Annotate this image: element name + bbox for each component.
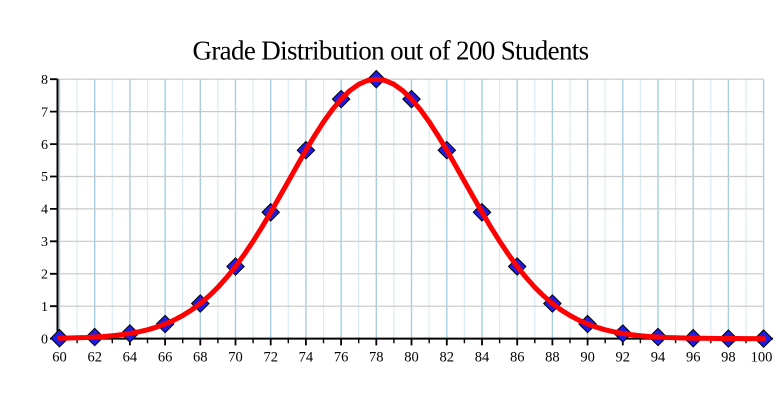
svg-text:60: 60 [52, 349, 67, 365]
svg-text:86: 86 [510, 349, 525, 365]
svg-text:70: 70 [228, 349, 243, 365]
svg-text:78: 78 [369, 349, 384, 365]
svg-text:5: 5 [41, 170, 48, 185]
svg-text:1: 1 [41, 300, 48, 315]
svg-text:8: 8 [41, 73, 48, 88]
svg-text:2: 2 [41, 267, 48, 282]
svg-text:100: 100 [751, 349, 773, 365]
svg-text:7: 7 [41, 105, 48, 120]
svg-text:98: 98 [721, 349, 736, 365]
svg-text:94: 94 [651, 349, 666, 365]
svg-text:68: 68 [193, 349, 208, 365]
svg-text:76: 76 [334, 349, 349, 365]
svg-text:80: 80 [404, 349, 419, 365]
svg-text:6: 6 [41, 138, 48, 153]
svg-text:84: 84 [475, 349, 490, 365]
svg-text:0: 0 [41, 332, 48, 347]
svg-text:3: 3 [41, 235, 48, 250]
svg-text:72: 72 [263, 349, 278, 365]
svg-text:62: 62 [87, 349, 102, 365]
svg-text:64: 64 [123, 349, 138, 365]
svg-text:88: 88 [545, 349, 560, 365]
svg-text:96: 96 [686, 349, 701, 365]
svg-text:82: 82 [440, 349, 455, 365]
svg-text:4: 4 [41, 203, 48, 218]
svg-text:92: 92 [616, 349, 631, 365]
svg-text:66: 66 [158, 349, 173, 365]
svg-text:90: 90 [580, 349, 595, 365]
svg-text:Grade Distribution out of 200: Grade Distribution out of 200 Students [192, 36, 588, 66]
svg-text:74: 74 [299, 349, 314, 365]
